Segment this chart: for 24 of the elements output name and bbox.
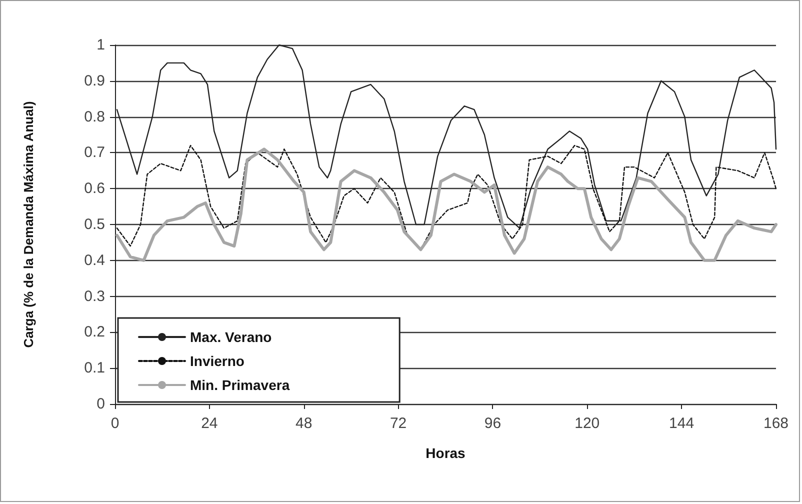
x-tick-label: 168 [763,415,789,432]
x-tick-label: 0 [110,415,120,432]
y-tick-label: 0.2 [84,324,105,341]
y-tick-label: 0.5 [84,216,105,233]
y-tick-label: 0.8 [84,108,105,126]
legend-label: Min. Primavera [190,377,290,393]
y-tick-label: 0.1 [84,360,105,377]
legend-label: Max. Verano [190,329,272,345]
y-tick-label: 0.9 [84,72,105,90]
x-tick-label: 120 [574,415,600,432]
y-tick-label: 1 [96,36,105,54]
y-tick-label: 0.4 [84,252,105,269]
y-tick-label: 0.3 [84,288,105,305]
x-tick-label: 24 [201,415,218,432]
x-tick-label: 72 [390,415,407,432]
x-tick-label: 144 [669,415,694,432]
x-tick-label: 48 [296,415,312,432]
legend-label: Invierno [190,353,244,369]
y-tick-label: 0 [96,396,105,412]
y-tick-label: 0.7 [84,144,105,162]
x-axis-title: Horas [426,445,466,461]
y-axis-title: Carga (% de la Demanda Máxima Anual) [21,101,36,348]
x-tick-label: 96 [484,415,502,432]
y-tick-label: 0.6 [84,180,105,198]
